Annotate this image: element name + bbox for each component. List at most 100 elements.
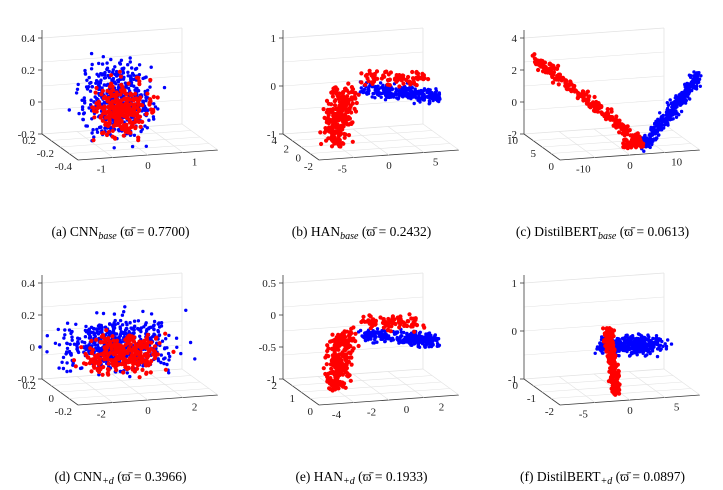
point-class-b	[126, 74, 130, 78]
point-class-a	[107, 339, 113, 344]
z-tick-label: 0	[30, 342, 36, 354]
point-class-b	[371, 91, 375, 96]
grid-line	[146, 126, 184, 153]
point-class-b	[409, 87, 413, 91]
caption-han-base: (b) HANbase (ϖ̄ = 0.2432)	[241, 224, 482, 242]
point-class-b	[118, 318, 123, 323]
point-class-a	[121, 133, 126, 138]
grid-line	[68, 143, 210, 154]
point-class-a	[331, 86, 336, 91]
y-tick-label: 0.2	[22, 135, 36, 147]
point-class-b	[375, 327, 380, 331]
point-class-a	[118, 120, 123, 125]
point-class-a	[542, 60, 548, 65]
point-class-a	[587, 94, 592, 99]
point-class-b	[119, 332, 123, 336]
point-class-b	[89, 51, 94, 56]
point-class-b	[120, 313, 125, 317]
point-class-b	[148, 85, 152, 89]
point-class-b	[75, 87, 80, 92]
point-class-a	[345, 345, 350, 350]
point-class-b	[643, 136, 648, 140]
point-class-a	[92, 361, 97, 366]
point-class-b	[80, 105, 85, 109]
point-class-a	[551, 63, 556, 68]
point-class-b	[373, 88, 377, 93]
point-class-a	[325, 348, 330, 354]
point-class-b	[118, 62, 123, 66]
point-class-b	[152, 323, 156, 327]
point-class-a	[605, 345, 610, 350]
point-class-b	[365, 330, 369, 334]
point-class-b	[45, 350, 49, 354]
point-class-a	[608, 334, 613, 339]
point-class-b	[386, 337, 390, 341]
point-class-b	[376, 330, 381, 334]
caption-sub: +d	[600, 476, 613, 487]
point-class-a	[532, 52, 537, 57]
chart-distilbert-d: 10-1-2-10-5 0 5	[508, 272, 701, 420]
point-class-b	[649, 140, 653, 144]
point-class-a	[100, 88, 105, 93]
point-class-a	[550, 80, 556, 85]
point-class-b	[656, 126, 660, 131]
point-class-b	[419, 337, 423, 341]
point-class-b	[649, 339, 653, 343]
point-class-a	[106, 352, 111, 357]
point-class-b	[663, 342, 667, 346]
y-tick-label: 2	[272, 380, 278, 392]
point-class-a	[131, 98, 136, 103]
point-class-a	[106, 361, 111, 366]
point-class-a	[128, 92, 133, 97]
point-class-b	[625, 333, 629, 337]
point-class-b	[70, 338, 74, 342]
point-class-a	[130, 121, 135, 126]
point-class-b	[680, 90, 684, 95]
panel-cnn-d: 0.4 0.2 0 -0.2 -0.2 0 0.2 -2 0 2 (d) CNN+d (ϖ̄ = …	[0, 245, 241, 490]
point-class-b	[95, 130, 100, 134]
point-class-b	[132, 84, 136, 88]
point-class-b	[695, 71, 699, 75]
point-class-a	[144, 354, 149, 359]
point-class-a	[412, 329, 417, 334]
point-class-b	[374, 85, 378, 89]
point-class-a	[144, 112, 149, 117]
point-class-a	[353, 331, 358, 336]
point-class-b	[77, 111, 81, 116]
point-class-a	[118, 111, 123, 116]
caption-prefix: (c) DistilBERT	[515, 224, 598, 239]
point-class-a	[345, 339, 350, 344]
point-class-b	[655, 347, 660, 351]
point-class-b	[96, 348, 101, 352]
point-class-a	[605, 107, 610, 112]
point-class-b	[671, 110, 675, 115]
point-class-a	[123, 129, 128, 134]
point-class-a	[548, 71, 554, 76]
point-class-b	[688, 83, 693, 88]
point-class-a	[148, 97, 153, 102]
point-class-b	[396, 97, 400, 101]
point-class-b	[142, 325, 146, 329]
point-class-b	[645, 349, 649, 353]
point-class-a	[399, 319, 404, 324]
point-class-b	[698, 84, 702, 89]
point-class-a	[107, 121, 112, 127]
point-class-a	[351, 325, 356, 330]
z-tick-label: 0.4	[21, 278, 35, 290]
point-class-b	[101, 311, 106, 316]
point-class-a	[99, 92, 104, 97]
caption-metric: (ϖ̄ = 0.7700)	[120, 224, 190, 239]
point-class-a	[152, 356, 157, 361]
point-class-a	[127, 126, 132, 131]
point-class-a	[100, 372, 105, 377]
point-class-a	[333, 111, 338, 117]
point-class-b	[125, 323, 129, 327]
point-class-a	[336, 95, 342, 100]
point-class-b	[188, 340, 193, 345]
point-class-a	[126, 365, 131, 370]
point-class-a	[558, 76, 563, 81]
point-class-b	[378, 81, 383, 85]
point-class-a	[335, 87, 340, 92]
point-class-a	[350, 139, 355, 144]
